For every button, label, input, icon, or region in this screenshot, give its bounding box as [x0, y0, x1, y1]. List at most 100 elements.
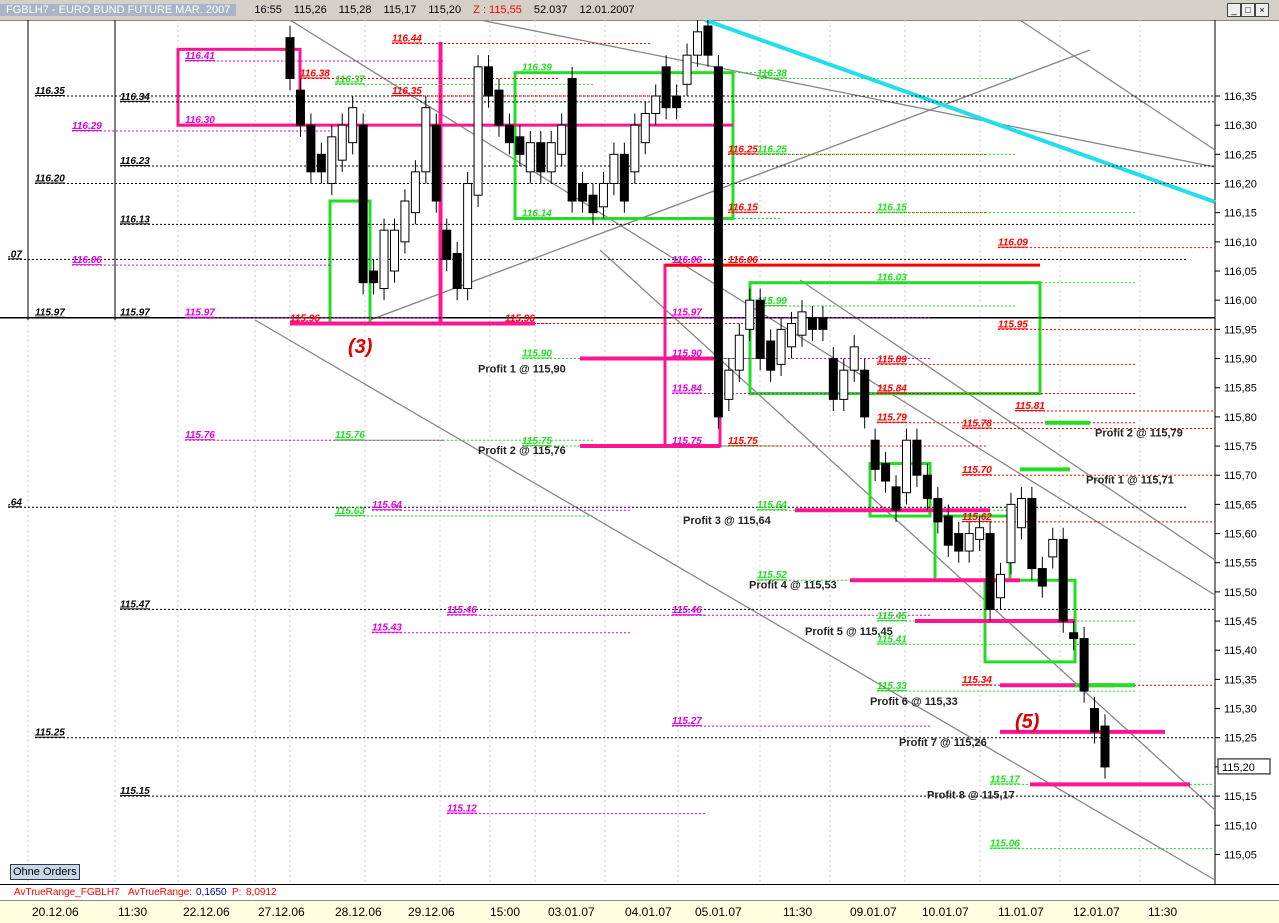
time-axis[interactable]: 20.12.06 11:30 22.12.06 27.12.06 28.12.06 29.…: [0, 900, 1279, 923]
quote-high: 115,28: [338, 4, 372, 16]
price-tick-label: 115,10: [1224, 820, 1257, 832]
time-tick-label: 11:30: [1148, 905, 1178, 919]
time-tick-label: 11:30: [118, 905, 148, 919]
quote-time: 16:55: [254, 4, 282, 16]
time-tick-label: 10.01.07: [922, 905, 969, 919]
level-label: 115.78: [962, 419, 992, 430]
candle-down: [295, 89, 305, 126]
z-value: 115,55: [489, 4, 522, 16]
candle-up: [337, 124, 347, 161]
level-label: 116.06: [728, 255, 758, 266]
level-label: 116.37: [335, 74, 365, 85]
price-chart[interactable]: 116,35 116,30 116,25 116,20 116,15 116,10 116,…: [0, 20, 1279, 884]
level-label: 115.75: [522, 436, 552, 447]
candle-down: [306, 124, 316, 173]
level-label: 116.06: [672, 255, 702, 266]
candle-down: [431, 124, 441, 202]
price-tick-label: 115,85: [1224, 383, 1257, 395]
candle-down: [358, 124, 368, 284]
candle-up: [546, 142, 556, 173]
price-tick-label: 115,60: [1224, 529, 1257, 541]
candle-up: [693, 31, 702, 56]
candle-down: [860, 369, 870, 418]
level-label: 115.96: [505, 314, 535, 325]
candle-up: [996, 573, 1006, 599]
candle-down: [881, 463, 891, 482]
level-label: 115.17: [990, 774, 1020, 785]
level-label: 115.46: [447, 605, 477, 616]
candle-up: [1016, 498, 1026, 529]
level-label: 115.75: [672, 436, 702, 447]
candle-down: [1079, 638, 1089, 692]
price-tick-label: 115,15: [1224, 791, 1257, 803]
profit-target-label: Profit 2 @ 115,79: [1095, 428, 1183, 440]
level-label: 115.84: [877, 384, 907, 395]
time-tick-label: 27.12.06: [258, 905, 305, 919]
level-label: 116.03: [877, 273, 907, 284]
candle-down: [285, 37, 295, 79]
candle-down: [504, 124, 514, 144]
profit-target-label: Profit 8 @ 115,17: [927, 789, 1015, 801]
close-button[interactable]: ×: [1255, 3, 1269, 17]
level-label: 115.34: [962, 675, 992, 686]
level-label: 115.25: [35, 728, 65, 739]
profit-target-label: Profit 4 @ 115,53: [749, 579, 837, 591]
level-label: 115.45: [877, 611, 907, 622]
channel-line: [479, 20, 1216, 168]
level-label: 115.79: [877, 413, 907, 424]
level-label: 115.62: [962, 512, 992, 523]
maximize-button[interactable]: □: [1241, 3, 1255, 17]
level-label: 115.90: [672, 349, 702, 360]
candle-down: [755, 299, 765, 360]
candle-down: [870, 439, 880, 470]
level-label: 116.25: [728, 144, 758, 155]
profit-target-label: Profit 1 @ 115,71: [1086, 474, 1174, 486]
candle-up: [787, 323, 797, 348]
level-label: .64: [8, 497, 22, 508]
level-label: 115.90: [522, 349, 552, 360]
level-label: 116.14: [522, 209, 552, 220]
candle-down: [316, 153, 326, 173]
price-tick-label: 115,70: [1224, 470, 1257, 482]
profit-target-label: Profit 6 @ 115,33: [870, 696, 958, 708]
candle-down: [578, 183, 588, 202]
quote-open: 115,26: [293, 4, 327, 16]
price-tick-label: 115,25: [1224, 733, 1257, 745]
candle-up: [1048, 538, 1058, 558]
candle-down: [933, 498, 943, 523]
candle-up: [839, 369, 849, 400]
price-tick-label: 116,20: [1224, 179, 1257, 191]
level-label: 115.33: [877, 681, 907, 692]
level-label: 115.46: [672, 605, 702, 616]
level-label: 116.38: [300, 68, 330, 79]
minimize-button[interactable]: _: [1227, 3, 1241, 17]
candle-up: [525, 142, 535, 173]
candle-up: [327, 136, 337, 185]
level-label: 116.44: [392, 33, 422, 44]
price-tick-label: 116,00: [1224, 295, 1257, 307]
level-label: 116.06: [72, 255, 102, 266]
candle-down: [1037, 568, 1047, 587]
candle-up: [630, 124, 640, 173]
time-tick-label: 15:00: [490, 905, 521, 919]
ohne-orders-button[interactable]: Ohne Orders: [10, 864, 80, 880]
channel-line: [254, 319, 1216, 881]
candle-down: [452, 253, 462, 290]
level-label: 115.76: [185, 430, 215, 441]
candle-up: [463, 183, 473, 290]
last-price-label: 115,20: [1222, 762, 1255, 774]
quote-close: 115,20: [428, 4, 462, 16]
profit-target-label: Profit 1 @ 115,90: [478, 364, 566, 376]
candle-down: [1069, 632, 1079, 640]
time-tick-label: 20.12.06: [32, 905, 79, 919]
indicator-pane-header: AvTrueRange_FGBLH7 AvTrueRange: 0,1650 P…: [0, 884, 1279, 901]
candle-up: [557, 124, 567, 155]
level-label: 115.89: [877, 354, 907, 365]
candle-down: [494, 89, 504, 126]
time-tick-label: 11:30: [783, 905, 813, 919]
candle-up: [640, 113, 650, 144]
price-tick-label: 115,35: [1224, 674, 1257, 686]
z-label: Z :: [473, 4, 487, 16]
price-tick-label: 115,55: [1224, 558, 1257, 570]
candle-down: [1090, 708, 1100, 733]
